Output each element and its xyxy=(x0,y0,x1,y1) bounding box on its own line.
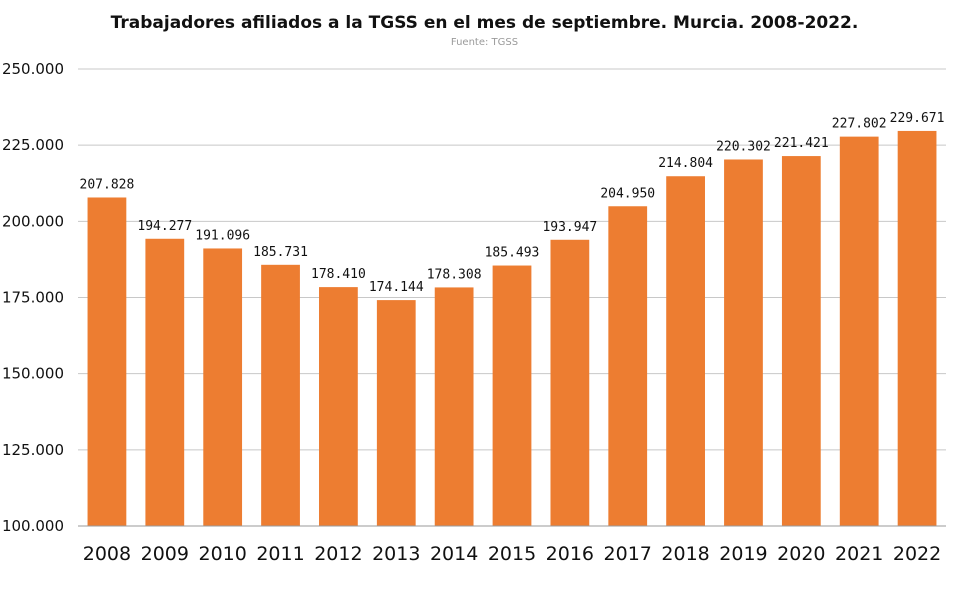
bars xyxy=(87,130,937,527)
bar-2019 xyxy=(724,159,763,526)
data-label: 207.828 xyxy=(80,177,135,192)
y-tick-label: 250.000 xyxy=(2,60,64,78)
data-labels: 207.828 194.277191.096185.731178.410174.1… xyxy=(80,111,945,295)
data-label: 174.144 xyxy=(369,280,424,295)
chart-title: Trabajadores afiliados a la TGSS en el m… xyxy=(110,13,859,33)
bar-2020 xyxy=(781,156,821,527)
y-tick-label: 125.000 xyxy=(2,441,64,459)
data-label: 204.950 xyxy=(600,186,655,201)
chart-subtitle: Fuente: TGSS xyxy=(450,37,519,48)
data-label: 221.421 xyxy=(774,136,829,151)
data-label: 178.410 xyxy=(311,267,366,282)
data-label: 227.802 xyxy=(832,117,887,132)
x-tick-label: 2022 xyxy=(893,543,941,565)
x-tick-label: 2009 xyxy=(141,543,189,565)
x-tick-label: 2013 xyxy=(372,543,420,565)
bar-2009 xyxy=(145,238,185,526)
data-label: 185.731 xyxy=(253,245,308,260)
bar-2011 xyxy=(261,264,300,526)
x-tick-label: 2010 xyxy=(198,543,246,565)
bar-2008 xyxy=(87,197,127,527)
data-label: 185.493 xyxy=(485,246,540,261)
data-label: 178.308 xyxy=(427,267,482,282)
bar-2015 xyxy=(492,265,532,526)
x-axis: 2008 2009 2010 2011 2012 2013 2014 2015 2016 2017… xyxy=(83,543,941,565)
data-label: 214.804 xyxy=(658,156,713,171)
bar-2021 xyxy=(839,136,879,526)
x-tick-label: 2008 xyxy=(83,543,131,565)
bar-2017 xyxy=(608,206,648,527)
x-tick-label: 2019 xyxy=(719,543,767,565)
x-tick-label: 2016 xyxy=(546,543,594,565)
x-tick-label: 2014 xyxy=(430,543,478,565)
data-label: 193.947 xyxy=(542,220,597,235)
x-tick-label: 2011 xyxy=(256,543,304,565)
bar-2022 xyxy=(897,130,937,527)
x-tick-label: 2015 xyxy=(488,543,536,565)
data-label: 220.302 xyxy=(716,139,771,154)
x-tick-label: 2017 xyxy=(604,543,652,565)
data-label: 229.671 xyxy=(890,111,945,126)
bar-2016 xyxy=(550,239,590,526)
bar-2014 xyxy=(434,287,474,526)
data-label: 194.277 xyxy=(137,219,192,234)
data-label: 191.096 xyxy=(195,228,250,243)
bar-2010 xyxy=(203,248,243,526)
x-tick-label: 2012 xyxy=(314,543,362,565)
y-tick-label: 100.000 xyxy=(2,517,64,535)
bar-2018 xyxy=(666,176,705,527)
x-tick-label: 2018 xyxy=(661,543,709,565)
y-tick-label: 150.000 xyxy=(2,365,64,383)
x-tick-label: 2021 xyxy=(835,543,883,565)
y-tick-label: 225.000 xyxy=(2,136,64,154)
y-axis: 100.000 125.000 150.000 175.000 200.000 225.0… xyxy=(2,60,946,535)
y-tick-label: 200.000 xyxy=(2,212,64,230)
x-tick-label: 2020 xyxy=(777,543,825,565)
bar-2012 xyxy=(319,287,358,526)
bar-2013 xyxy=(376,300,416,526)
y-tick-label: 175.000 xyxy=(2,289,64,307)
